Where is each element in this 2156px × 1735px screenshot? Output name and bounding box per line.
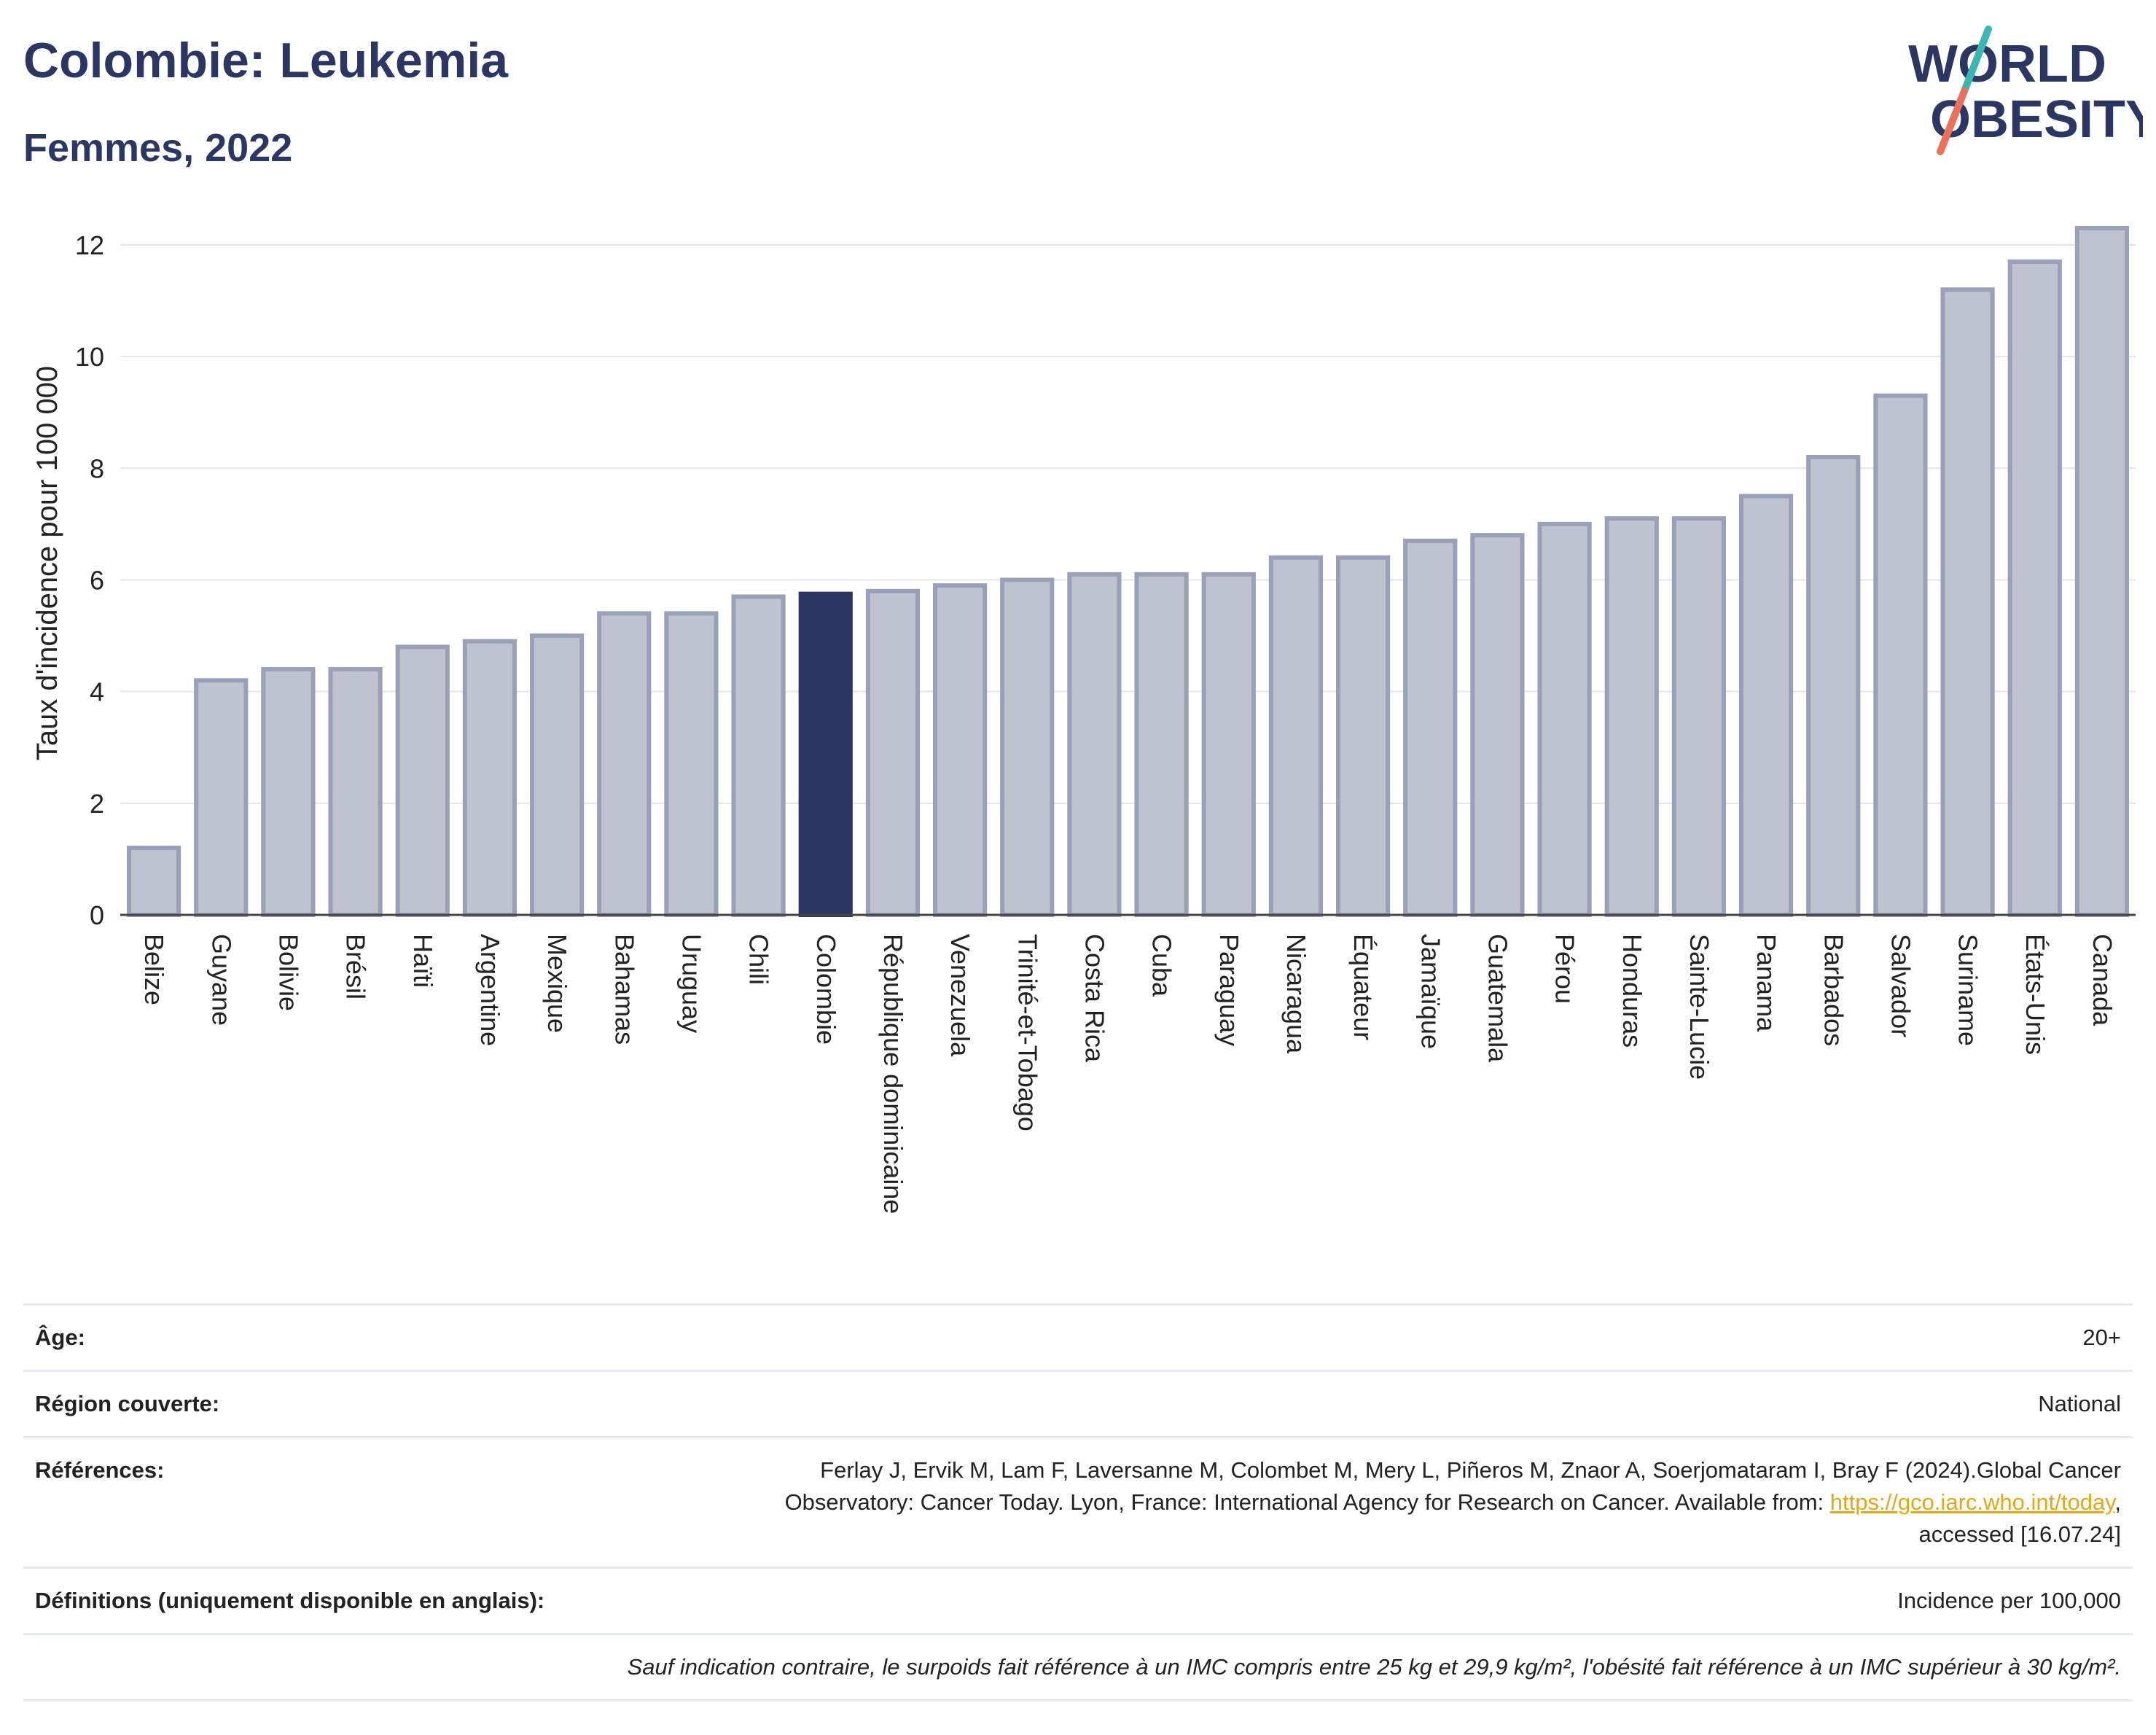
bar-États-Unis [2007, 259, 2062, 917]
x-tick-label: Sainte-Lucie [1684, 934, 1714, 1080]
bar-Nicaragua [1268, 555, 1324, 917]
x-tick-label: Barbados [1819, 934, 1848, 1046]
references-text-2: Observatory: Cancer Today. Lyon, France:… [784, 1489, 1830, 1515]
x-tick-label: Colombie [811, 934, 841, 1045]
references-label: Références: [35, 1457, 165, 1483]
y-tick-label: 4 [90, 677, 104, 707]
bar-Bolivie [261, 667, 316, 917]
x-tick-label: Panama [1751, 934, 1781, 1032]
bar-Panama [1738, 494, 1794, 918]
bar-Équateur [1335, 555, 1391, 917]
logo-line1: WORLD [1908, 35, 2106, 93]
bar-République dominicaine [865, 588, 921, 917]
bar-Guatemala [1470, 533, 1525, 917]
x-tick-label: Mexique [542, 934, 572, 1033]
x-tick-label: Pérou [1550, 934, 1580, 1004]
chart-title: Colombie: Leukemia [23, 33, 509, 88]
x-tick-label: Venezuela [945, 934, 975, 1057]
x-tick-label: États-Unis [2020, 934, 2050, 1055]
bar-Canada [2074, 225, 2130, 917]
x-tick-label: Bahamas [609, 934, 639, 1045]
x-tick-label: Haïti [408, 934, 438, 988]
bar-Honduras [1604, 516, 1659, 917]
bar-Colombie [798, 591, 853, 917]
x-tick-label: Bolivie [273, 934, 303, 1011]
x-tick-label: Belize [139, 934, 169, 1005]
x-tick-label: Nicaragua [1281, 934, 1311, 1054]
bar-Brésil [328, 667, 383, 917]
bar-Costa Rica [1067, 572, 1122, 917]
world-obesity-logo: WORLD OBESITY [1908, 26, 2143, 155]
y-axis-label: Taux d'incidence pour 100 000 [31, 366, 63, 760]
x-tick-label: Équateur [1348, 934, 1378, 1040]
age-value: 20+ [2082, 1325, 2121, 1350]
bar-Uruguay [664, 611, 719, 918]
bar-Guyane [194, 678, 249, 917]
info-table: Âge: 20+ Région couverte: National Référ… [23, 1303, 2133, 1701]
region-row: Région couverte: National [23, 1370, 2133, 1436]
bar-Paraguay [1201, 572, 1256, 917]
y-tick-label: 10 [75, 342, 104, 372]
x-tick-label: Guatemala [1483, 934, 1512, 1063]
bar-Salvador [1873, 393, 1928, 917]
x-tick-label: Brésil [341, 934, 371, 999]
bar-Sainte-Lucie [1671, 516, 1727, 917]
references-text-3: , [2114, 1489, 2121, 1515]
bar-Jamaïque [1403, 538, 1458, 918]
x-tick-label: Argentine [475, 934, 505, 1046]
bar-Belize [126, 846, 181, 917]
y-tick-label: 0 [90, 900, 104, 930]
x-tick-label: Suriname [1953, 934, 1983, 1046]
bar-Chili [731, 594, 786, 917]
x-tick-label: Costa Rica [1079, 934, 1109, 1063]
age-label: Âge: [35, 1325, 85, 1350]
x-tick-label: Trinité-et-Tobago [1012, 934, 1042, 1131]
logo-slash-top [1961, 26, 1992, 95]
bar-Venezuela [932, 583, 988, 918]
references-text-1: Ferlay J, Ervik M, Lam F, Laversanne M, … [820, 1457, 2121, 1483]
x-tick-label: Salvador [1886, 934, 1915, 1037]
logo-slash-bottom [1937, 87, 1968, 155]
bar-Pérou [1537, 521, 1592, 917]
bar-Mexique [529, 633, 585, 917]
y-tick-label: 6 [90, 565, 104, 595]
x-tick-label: République dominicaine [878, 934, 908, 1214]
region-label: Région couverte: [35, 1391, 220, 1416]
bar-Trinité-et-Tobago [1000, 577, 1055, 917]
x-tick-label: Uruguay [676, 934, 706, 1033]
x-tick-label: Jamaïque [1415, 934, 1445, 1049]
y-tick-label: 12 [75, 230, 104, 260]
x-tick-label: Paraguay [1214, 934, 1244, 1046]
y-tick-label: 8 [90, 453, 104, 483]
footnote: Sauf indication contraire, le surpoids f… [23, 1633, 2133, 1701]
x-tick-label: Canada [2087, 934, 2117, 1026]
chart-subtitle: Femmes, 2022 [23, 126, 293, 170]
references-text-4: accessed [16.07.24] [1918, 1521, 2121, 1547]
logo-line2: OBESITY [1930, 90, 2143, 149]
x-tick-label: Honduras [1617, 934, 1647, 1048]
definitions-row: Définitions (uniquement disponible en an… [23, 1567, 2133, 1633]
definitions-label: Définitions (uniquement disponible en an… [35, 1588, 545, 1613]
bar-Suriname [1940, 287, 1995, 917]
bar-Haïti [395, 644, 450, 918]
age-row: Âge: 20+ [23, 1303, 2133, 1370]
bar-Bahamas [597, 611, 652, 918]
region-value: National [2038, 1391, 2121, 1416]
y-tick-label: 2 [90, 789, 104, 819]
x-tick-label: Chili [744, 934, 774, 985]
x-tick-label: Guyane [206, 934, 236, 1026]
references-link[interactable]: https://gco.iarc.who.int/today [1829, 1489, 2115, 1515]
references-value: Ferlay J, Ervik M, Lam F, Laversanne M, … [574, 1454, 2121, 1551]
bar-Argentine [462, 639, 517, 917]
bar-chart: 0 2 4 6 8 10 12 Taux d'incidence pour 100 000 Be… [31, 225, 2136, 1214]
bar-Cuba [1134, 572, 1189, 917]
x-tick-label: Cuba [1147, 934, 1177, 997]
references-row: Références: Ferlay J, Ervik M, Lam F, La… [23, 1436, 2133, 1567]
bar-Barbados [1806, 454, 1861, 917]
definitions-value: Incidence per 100,000 [1897, 1588, 2121, 1613]
